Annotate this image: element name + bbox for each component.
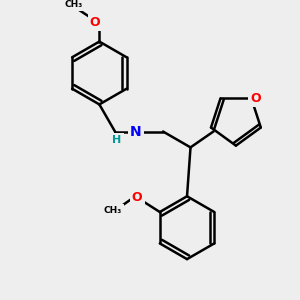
Text: CH₃: CH₃ [64, 0, 82, 9]
Text: O: O [132, 191, 142, 204]
Text: CH₃: CH₃ [103, 206, 122, 215]
Text: H: H [112, 135, 122, 146]
Text: O: O [250, 92, 261, 105]
Text: N: N [130, 125, 142, 139]
Text: O: O [90, 16, 101, 29]
